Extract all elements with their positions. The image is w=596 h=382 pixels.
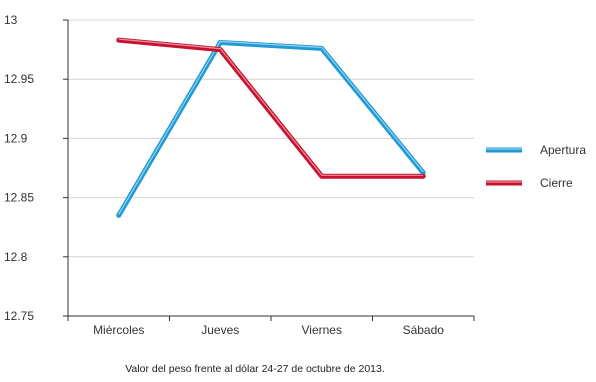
legend: Apertura Cierre (486, 143, 586, 190)
y-tick-label: 12.75 (4, 309, 34, 323)
series-line-apertura (116, 39, 426, 218)
axes (63, 19, 475, 321)
series-line-cierre (116, 37, 426, 179)
series-line-highlight (118, 40, 424, 215)
series-lines (116, 37, 426, 218)
y-tick-labels: 13 12.95 12.9 12.85 12.8 12.75 (4, 13, 34, 323)
x-tick-labels: Miércoles Jueves Viernes Sábado (93, 323, 444, 337)
y-tick-label: 12.9 (4, 131, 28, 145)
y-tick-label: 12.95 (4, 72, 34, 86)
chart-caption: Valor del peso frente al dólar 24-27 de … (125, 363, 385, 375)
x-tick-label: Sábado (403, 323, 445, 337)
y-tick-label: 12.85 (4, 191, 34, 205)
y-tick-label: 12.8 (4, 250, 28, 264)
series-line-highlight (118, 38, 424, 176)
x-tick-label: Miércoles (93, 323, 144, 337)
legend-label-cierre: Cierre (540, 176, 573, 190)
legend-label-apertura: Apertura (540, 143, 586, 157)
gridlines (68, 19, 474, 258)
y-tick-label: 13 (4, 13, 18, 27)
x-tick-label: Jueves (201, 323, 239, 337)
x-tick-label: Viernes (302, 323, 342, 337)
